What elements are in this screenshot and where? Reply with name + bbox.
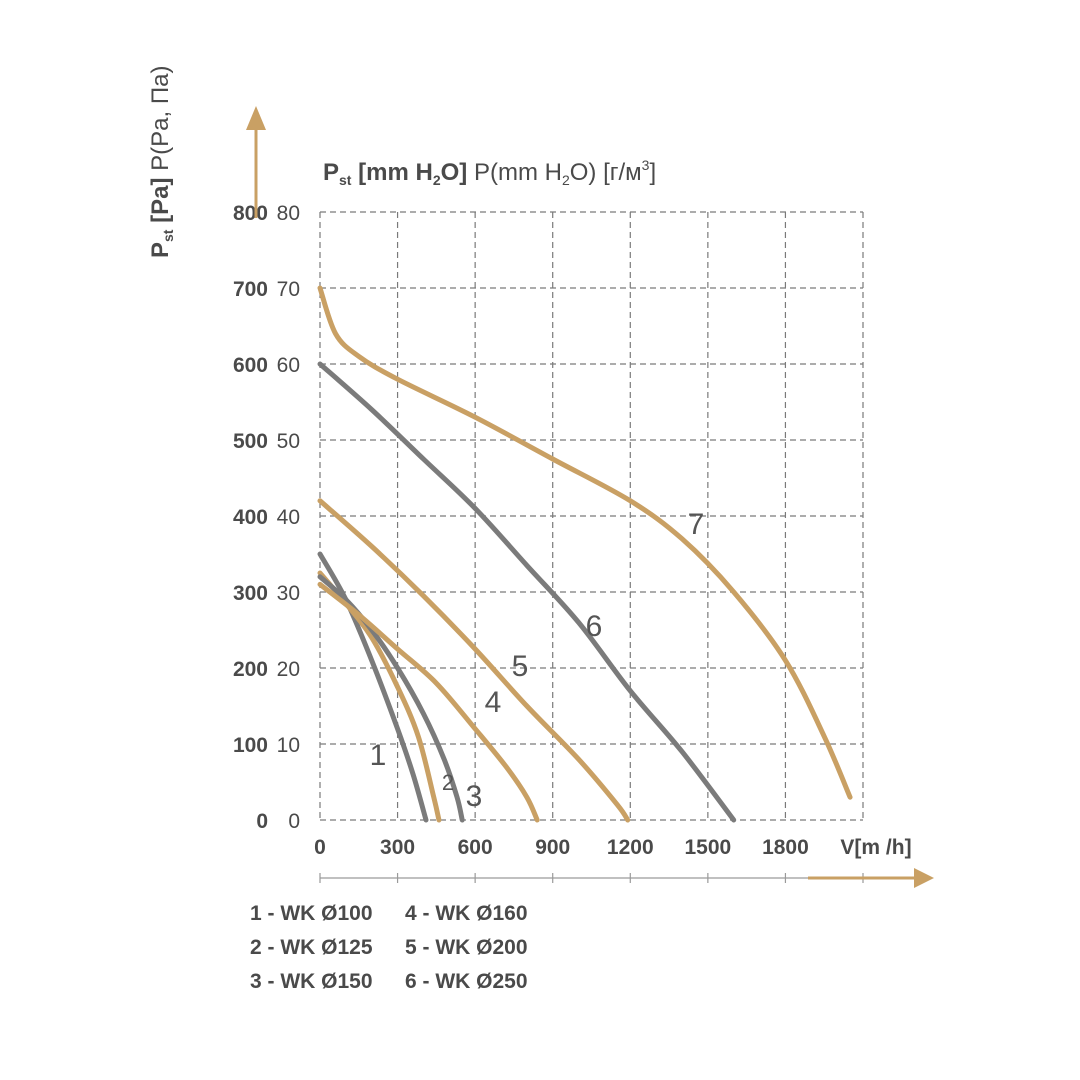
curve-label-3: 3 bbox=[466, 780, 483, 813]
ylabel-st: st bbox=[160, 229, 176, 242]
axes bbox=[246, 106, 934, 888]
y-tick-mm: 70 bbox=[277, 278, 300, 301]
y-tick-mm: 0 bbox=[288, 810, 300, 833]
x-axis-label: V[m /h] bbox=[840, 836, 911, 859]
y-tick-mm: 80 bbox=[277, 202, 300, 225]
x-tick: 0 bbox=[314, 836, 326, 859]
titles: Pst [mm H2O] P(mm H2O) [г/м3]Pst [Pa] P(… bbox=[147, 66, 656, 258]
curve-label-1: 1 bbox=[370, 739, 387, 772]
title-st: st bbox=[339, 172, 352, 188]
tick-labels: 0100200300400500600700800010203040506070… bbox=[233, 202, 912, 859]
y-tick-pa: 500 bbox=[233, 430, 268, 453]
curve-label-4: 4 bbox=[485, 686, 502, 719]
title-rest-sup: 3 bbox=[642, 157, 650, 173]
legend: 1 - WK Ø100 4 - WK Ø160 2 - WK Ø125 5 - … bbox=[250, 902, 560, 994]
x-tick: 900 bbox=[535, 836, 570, 859]
ylabel-rest: P(Pa, Па) bbox=[147, 66, 174, 178]
title-p: P bbox=[323, 159, 339, 186]
curves bbox=[317, 285, 853, 823]
title-unit: [mm H bbox=[351, 159, 432, 186]
y-tick-mm: 30 bbox=[277, 582, 300, 605]
series-line-4 bbox=[317, 581, 540, 823]
series-line-6 bbox=[317, 361, 737, 823]
y-tick-mm: 10 bbox=[277, 734, 300, 757]
ylabel-p: P bbox=[147, 242, 174, 258]
chart-title: Pst [mm H2O] P(mm H2O) [г/м3] bbox=[323, 157, 656, 188]
y-tick-pa: 100 bbox=[233, 734, 268, 757]
y-tick-pa: 400 bbox=[233, 506, 268, 529]
x-axis-arrow bbox=[914, 868, 934, 888]
x-tick: 300 bbox=[380, 836, 415, 859]
legend-item: 2 - WK Ø125 bbox=[250, 936, 373, 959]
curve-label-2: 2 bbox=[442, 770, 454, 795]
legend-item: 5 - WK Ø200 bbox=[405, 936, 528, 959]
title-sub: 2 bbox=[433, 172, 441, 188]
legend-item: 6 - WK Ø250 bbox=[405, 970, 528, 993]
y-tick-pa: 600 bbox=[233, 354, 268, 377]
x-tick: 1500 bbox=[684, 836, 731, 859]
y-axis-arrow bbox=[246, 106, 266, 130]
title-unit-end: O] bbox=[441, 159, 468, 186]
y-tick-pa: 300 bbox=[233, 582, 268, 605]
title-rest: P(mm H bbox=[467, 159, 562, 186]
legend-item: 4 - WK Ø160 bbox=[405, 902, 528, 925]
y-tick-mm: 40 bbox=[277, 506, 300, 529]
y-axis-label: Pst [Pa] P(Pa, Па) bbox=[147, 66, 176, 258]
grid bbox=[319, 211, 864, 821]
x-tick: 1800 bbox=[762, 836, 809, 859]
title-rest-end: ] bbox=[649, 159, 656, 186]
series-line-2 bbox=[317, 570, 442, 823]
series-line-3 bbox=[317, 574, 465, 823]
x-tick: 600 bbox=[458, 836, 493, 859]
y-tick-mm: 20 bbox=[277, 658, 300, 681]
series-line-5 bbox=[317, 498, 631, 823]
series-line-7 bbox=[317, 285, 853, 800]
y-tick-mm: 60 bbox=[277, 354, 300, 377]
legend-item: 1 - WK Ø100 bbox=[250, 902, 373, 925]
y-tick-pa: 0 bbox=[256, 810, 268, 833]
ylabel-unit: [Pa] bbox=[147, 178, 174, 230]
y-tick-pa: 700 bbox=[233, 278, 268, 301]
legend-item: 3 - WK Ø150 bbox=[250, 970, 373, 993]
curve-label-5: 5 bbox=[512, 650, 529, 683]
y-tick-pa: 200 bbox=[233, 658, 268, 681]
curve-label-7: 7 bbox=[688, 508, 705, 541]
x-tick: 1200 bbox=[607, 836, 654, 859]
y-tick-pa: 800 bbox=[233, 202, 268, 225]
curve-label-6: 6 bbox=[586, 610, 603, 643]
y-tick-mm: 50 bbox=[277, 430, 300, 453]
title-rest-sub: 2 bbox=[562, 172, 570, 188]
title-rest-mid: O) [г/м bbox=[570, 159, 642, 186]
